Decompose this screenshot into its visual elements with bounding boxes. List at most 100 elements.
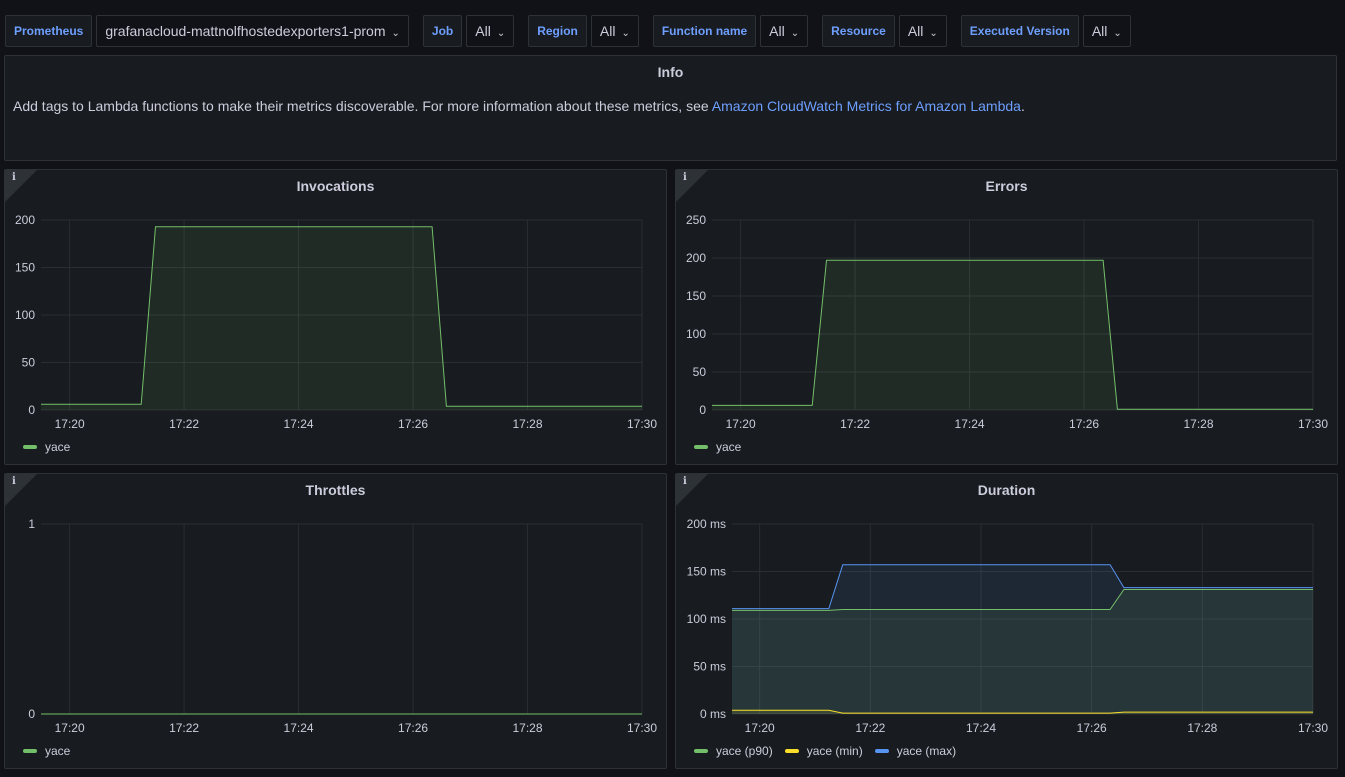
chevron-down-icon: ⌄ — [1113, 28, 1122, 39]
panel-info-corner[interactable] — [5, 170, 37, 202]
resource-select[interactable]: All ⌄ — [898, 15, 947, 47]
x-tick-label: 17:20 — [726, 417, 756, 431]
y-tick-label: 200 — [686, 251, 706, 265]
x-tick-label: 17:20 — [55, 417, 85, 431]
panel-info-corner[interactable] — [5, 474, 37, 506]
legend-label: yace (min) — [806, 744, 863, 758]
y-tick-label: 0 — [28, 707, 35, 721]
y-tick-label: 150 — [15, 261, 35, 275]
chevron-down-icon: ⌄ — [621, 28, 630, 39]
legend-item[interactable]: yace (min) — [784, 744, 863, 758]
variable-label-region: Region — [528, 15, 587, 47]
invocations-panel: i Invocations 0 50 100 150 200 17:20 17:22 17:2… — [4, 169, 667, 465]
region-select[interactable]: All ⌄ — [590, 15, 639, 47]
y-tick-label: 0 ms — [700, 707, 726, 721]
x-tick-label: 17:30 — [1298, 721, 1328, 735]
duration-chart: 0 ms 50 ms 100 ms 150 ms 200 ms 17:20 17:22 17:… — [687, 517, 1329, 735]
series-area — [732, 589, 1313, 714]
info-icon: i — [683, 476, 687, 487]
panel-title: Throttles — [305, 482, 366, 498]
legend-item[interactable]: yace (max) — [874, 744, 957, 758]
panel-info-corner[interactable] — [676, 474, 708, 506]
y-tick-label: 0 — [28, 403, 35, 417]
y-tick-label: 50 — [693, 365, 707, 379]
executed-version-select[interactable]: All ⌄ — [1082, 15, 1131, 47]
x-tick-label: 17:22 — [855, 721, 885, 735]
function-name-select[interactable]: All ⌄ — [760, 15, 809, 47]
x-tick-label: 17:20 — [55, 721, 85, 735]
panel-title: Duration — [977, 482, 1036, 498]
x-tick-label: 17:28 — [513, 417, 543, 431]
datasource-select[interactable]: grafanacloud-mattnolfhostedexporters1-pr… — [96, 15, 409, 47]
x-tick-label: 17:22 — [840, 417, 870, 431]
duration-panel: i Duration 0 ms 50 ms 100 ms 150 ms 200 ms 17… — [675, 473, 1338, 769]
legend-item[interactable]: yace — [23, 440, 70, 454]
job-select-value: All — [475, 23, 491, 39]
info-body: Add tags to Lambda functions to make the… — [13, 98, 712, 114]
throttles-panel: i Throttles 0 1 17:20 17:22 17:24 17:26 17:28 1… — [4, 473, 667, 769]
panel-title: Invocations — [296, 178, 375, 194]
legend-swatch — [784, 749, 799, 753]
x-tick-label: 17:24 — [284, 721, 314, 735]
y-tick-label: 200 ms — [687, 517, 726, 531]
series-area — [712, 260, 1313, 410]
job-select[interactable]: All ⌄ — [466, 15, 515, 47]
series-line — [732, 709, 1313, 714]
variable-label-resource: Resource — [822, 15, 895, 47]
variable-label-datasource: Prometheus — [5, 15, 93, 47]
region-select-value: All — [599, 23, 616, 39]
y-tick-label: 250 — [686, 213, 706, 227]
x-tick-label: 17:22 — [169, 721, 199, 735]
legend-label: yace (p90) — [716, 744, 773, 758]
series-line — [732, 589, 1313, 611]
series-area — [732, 564, 1313, 714]
chevron-down-icon: ⌄ — [929, 28, 938, 39]
legend-item[interactable]: yace — [694, 440, 741, 454]
variable-label-function-name: Function name — [652, 15, 757, 47]
info-text: Add tags to Lambda functions to make the… — [13, 98, 1025, 114]
panel-info-corner[interactable] — [676, 170, 708, 202]
x-tick-label: 17:26 — [398, 417, 428, 431]
datasource-select-value: grafanacloud-mattnolfhostedexporters1-pr… — [105, 23, 386, 39]
info-icon: i — [683, 172, 687, 183]
y-tick-label: 150 ms — [687, 565, 726, 579]
legend-swatch — [694, 445, 708, 449]
y-tick-label: 100 — [15, 308, 35, 322]
chart-legend: yace — [694, 440, 753, 454]
x-tick-label: 17:20 — [745, 721, 775, 735]
x-tick-label: 17:26 — [1077, 721, 1107, 735]
panel-title: Errors — [985, 178, 1028, 194]
errors-chart: 0 50 100 150 200 250 17:20 17:22 17:24 17:26 17:28… — [686, 213, 1328, 431]
x-tick-label: 17:24 — [284, 417, 314, 431]
series-area — [732, 710, 1313, 714]
errors-panel: i Errors 0 50 100 150 200 250 17:20 17:22 17:24 1… — [675, 169, 1338, 465]
info-icon: i — [12, 476, 16, 487]
info-panel: Info Add tags to Lambda functions to mak… — [4, 55, 1337, 161]
x-tick-label: 17:30 — [627, 721, 657, 735]
legend-label: yace (max) — [896, 744, 957, 758]
executed-version-select-value: All — [1091, 23, 1108, 39]
chevron-down-icon: ⌄ — [496, 28, 506, 39]
series-line — [712, 259, 1313, 410]
legend-item[interactable]: yace (p90) — [694, 744, 773, 758]
chevron-down-icon: ⌄ — [391, 28, 400, 39]
x-tick-label: 17:24 — [966, 721, 996, 735]
legend-label: yace — [716, 440, 742, 454]
x-tick-label: 17:28 — [1187, 721, 1217, 735]
cloudwatch-metrics-link[interactable]: Amazon CloudWatch Metrics for Amazon Lam… — [711, 98, 1021, 114]
y-tick-label: 50 ms — [693, 660, 726, 674]
series-line — [41, 226, 642, 407]
x-tick-label: 17:22 — [169, 417, 199, 431]
legend-swatch — [23, 445, 37, 449]
series-line — [732, 564, 1313, 610]
x-tick-label: 17:26 — [398, 721, 428, 735]
legend-item[interactable]: yace — [23, 744, 70, 758]
chart-legend: yace — [23, 744, 82, 758]
chart-legend: yace (p90) yace (min) yace (max) — [694, 744, 968, 758]
legend-swatch — [694, 749, 708, 753]
y-tick-label: 1 — [28, 517, 35, 531]
info-icon: i — [12, 172, 16, 183]
variable-bar: Prometheus grafanacloud-mattnolfhostedex… — [5, 15, 1145, 47]
y-tick-label: 150 — [686, 289, 706, 303]
legend-label: yace — [45, 744, 71, 758]
